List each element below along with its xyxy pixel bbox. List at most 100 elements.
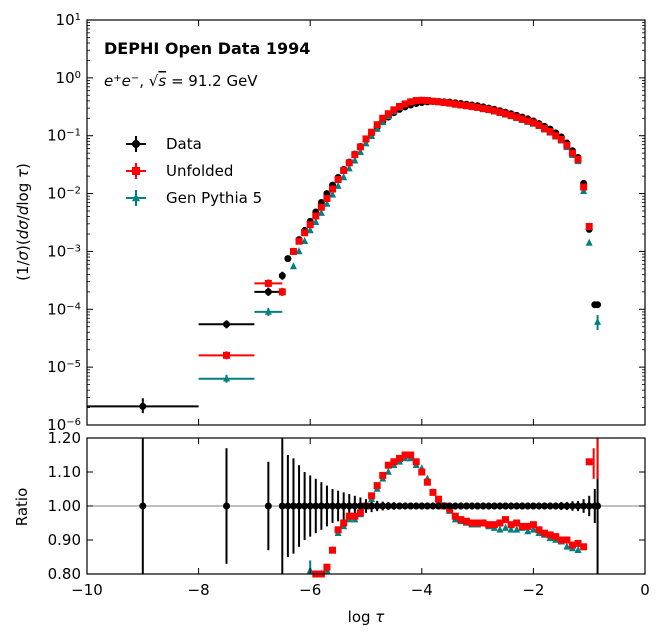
unfolded-point <box>563 141 571 149</box>
data-ratio-point <box>223 502 230 510</box>
unfolded-ratio-point <box>418 468 426 476</box>
unfolded-ratio-point <box>468 519 476 527</box>
data-ratio-point <box>507 502 515 510</box>
ratio-y-tick-label: 1.00 <box>48 497 81 515</box>
main-y-tick-label: 10−4 <box>47 300 81 318</box>
data-ratio-point <box>423 502 431 510</box>
unfolded-point <box>541 125 549 133</box>
unfolded-point <box>462 102 470 110</box>
data-ratio-point <box>518 502 526 510</box>
unfolded-point <box>329 185 337 193</box>
unfolded-ratio-point <box>401 451 409 459</box>
unfolded-ratio-point <box>395 454 403 462</box>
unfolded-point <box>390 106 398 114</box>
gen-pythia-5-point <box>295 247 303 255</box>
data-ratio-point <box>306 502 314 510</box>
data-ratio-point <box>384 502 392 510</box>
unfolded-point <box>513 113 521 121</box>
ratio-y-tick-label: 0.90 <box>48 531 81 549</box>
unfolded-point <box>568 149 576 157</box>
data-ratio-point <box>139 502 147 510</box>
gen-pythia-5-point <box>301 236 309 245</box>
unfolded-ratio-point <box>535 526 543 534</box>
main-y-tick-label: 10−5 <box>47 358 81 376</box>
data-ratio-point <box>563 502 571 510</box>
gen-pythia-5-ratio-point <box>496 525 504 533</box>
unfolded-point <box>340 167 348 175</box>
x-tick-label: −10 <box>71 581 103 599</box>
data-ratio-point <box>334 502 342 510</box>
unfolded-point <box>546 128 554 136</box>
unfolded-point <box>278 288 286 296</box>
data-ratio-point <box>546 502 554 510</box>
data-ratio-point <box>379 502 387 510</box>
ratio-y-tick-label: 0.80 <box>48 565 81 583</box>
main-axes-frame <box>86 19 646 426</box>
legend-gen-pythia-5-marker <box>132 193 140 202</box>
gen-pythia-5-ratio-point <box>574 545 582 553</box>
unfolded-point <box>529 119 537 127</box>
data-ratio-point <box>278 502 286 510</box>
data-ratio-point <box>284 502 292 510</box>
gen-pythia-5-point <box>585 238 593 246</box>
legend-unfolded-marker <box>132 167 140 175</box>
gen-pythia-5-ratio-point <box>529 525 537 533</box>
main-y-tick-label: 10−2 <box>47 185 81 203</box>
main-y-tick-label: 10−6 <box>47 416 81 434</box>
data-ratio-point <box>513 502 521 510</box>
legend-gen-pythia-5-label: Gen Pythia 5 <box>166 189 262 207</box>
gen-pythia-5-ratio-point <box>507 525 515 533</box>
unfolded-point <box>580 183 588 191</box>
data-ratio-point <box>429 502 437 510</box>
gen-pythia-5-point <box>329 190 337 198</box>
unfolded-ratio-point <box>518 522 526 530</box>
unfolded-point <box>373 121 381 129</box>
unfolded-ratio-point <box>407 451 415 459</box>
unfolded-ratio-point <box>546 531 554 539</box>
unfolded-ratio-point <box>384 461 392 469</box>
data-point <box>223 320 230 328</box>
main-y-tick-label: 10−1 <box>47 127 81 145</box>
unfolded-ratio-point <box>568 541 576 549</box>
gen-pythia-5-point <box>264 307 272 315</box>
data-ratio-point <box>356 502 364 510</box>
data-point <box>284 255 292 263</box>
unfolded-ratio-point <box>529 521 537 529</box>
unfolded-ratio-point <box>329 546 337 554</box>
data-ratio-point <box>502 502 509 510</box>
data-point <box>594 301 602 309</box>
unfolded-ratio-point <box>390 458 398 466</box>
gen-pythia-5-point <box>345 164 353 172</box>
data-ratio-point <box>580 502 588 510</box>
data-ratio-point <box>401 502 409 510</box>
unfolded-point <box>468 102 476 110</box>
data-ratio-point <box>345 502 353 510</box>
unfolded-point <box>384 110 392 118</box>
unfolded-point <box>518 115 526 123</box>
unfolded-point <box>485 105 493 113</box>
gen-pythia-5-point <box>223 374 230 382</box>
data-ratio-point <box>329 502 337 510</box>
unfolded-ratio-point <box>474 519 482 527</box>
data-ratio-point <box>457 502 465 510</box>
data-ratio-point <box>524 502 532 510</box>
unfolded-ratio-point <box>429 488 437 496</box>
unfolded-point <box>362 135 370 143</box>
unfolded-point <box>264 279 272 287</box>
data-ratio-point <box>594 502 602 510</box>
data-ratio-point <box>418 502 426 510</box>
unfolded-ratio-point <box>323 563 331 571</box>
data-ratio-point <box>373 502 381 510</box>
gen-pythia-5-point <box>312 217 320 226</box>
data-ratio-point <box>395 502 403 510</box>
unfolded-ratio-point <box>345 512 353 520</box>
unfolded-ratio-point <box>435 495 443 503</box>
unfolded-ratio-point <box>479 519 487 527</box>
unfolded-ratio-point <box>557 536 565 544</box>
unfolded-ratio-point <box>580 543 588 551</box>
data-ratio-point <box>412 502 420 510</box>
data-ratio-point <box>479 502 487 510</box>
main-panel: 10−6 10−5 10−4 10−3 10−2 10−1 100 101 DEPHI Ope… <box>14 11 646 434</box>
gen-pythia-5-point <box>362 139 370 147</box>
unfolded-ratio-point <box>574 539 582 547</box>
